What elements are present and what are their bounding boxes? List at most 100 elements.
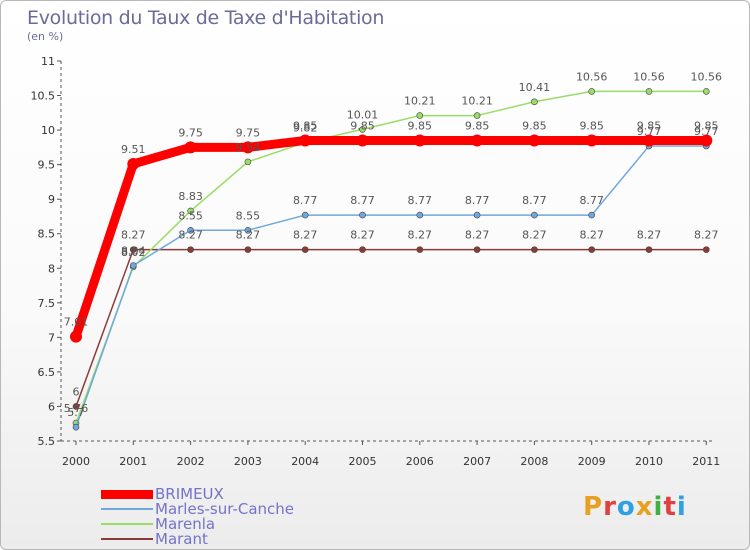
data-point: [473, 246, 481, 253]
legend-label: Marenla: [155, 515, 216, 533]
data-point: [244, 158, 252, 166]
x-tick-label: 2010: [635, 455, 663, 468]
proxiti-logo: Proxiti: [583, 492, 687, 522]
y-tick-label: 9: [48, 193, 55, 206]
data-label: 10.41: [519, 81, 551, 94]
y-tick-label: 9.5: [38, 159, 56, 172]
data-point: [70, 330, 82, 343]
data-label: 9.77: [694, 125, 719, 138]
y-tick-label: 7: [48, 331, 55, 344]
data-label: 10.01: [347, 108, 379, 121]
data-label: 9.51: [121, 143, 146, 156]
data-point: [471, 134, 484, 147]
data-point: [588, 246, 596, 253]
data-label: 8.77: [522, 194, 547, 207]
data-label: 8.27: [121, 229, 146, 242]
data-label: 8.27: [350, 229, 375, 242]
data-point: [301, 211, 309, 219]
data-label: 9.85: [293, 119, 318, 132]
data-point: [413, 134, 426, 147]
data-label: 7.01: [64, 316, 89, 329]
data-label: 9.85: [350, 119, 375, 132]
x-tick-label: 2002: [177, 455, 205, 468]
data-label: 8.27: [236, 229, 261, 242]
y-tick-label: 6.5: [38, 366, 56, 379]
series-line-marles-sur-canche: [75, 145, 708, 428]
data-label: 5.7: [67, 406, 85, 419]
data-point: [416, 211, 424, 219]
data-label: 8.55: [236, 209, 261, 222]
y-tick-label: 7.5: [38, 297, 56, 310]
data-point: [244, 226, 252, 234]
data-label: 8.27: [293, 229, 318, 242]
series-line-marant: [75, 248, 708, 408]
data-point: [130, 246, 137, 253]
data-label: 8.77: [408, 194, 433, 207]
data-label: 8.27: [408, 229, 433, 242]
data-point: [702, 246, 710, 253]
legend-label: BRIMEUX: [155, 485, 224, 503]
y-tick-label: 5.5: [38, 435, 56, 448]
data-point: [416, 246, 424, 253]
data-point: [359, 126, 366, 133]
data-label: 9.85: [522, 119, 547, 132]
data-point: [187, 207, 194, 215]
y-tick-label: 10: [41, 124, 55, 137]
data-label: 8.55: [178, 209, 203, 222]
data-point: [184, 141, 197, 154]
data-label: 9.75: [236, 126, 261, 139]
data-point: [241, 141, 254, 154]
data-point: [187, 226, 194, 234]
data-point: [359, 211, 366, 219]
data-point: [531, 211, 538, 219]
data-label: 9.75: [178, 126, 203, 139]
data-label: 8.77: [293, 194, 318, 207]
data-point: [702, 88, 710, 95]
data-label: 9.85: [694, 119, 719, 132]
data-point: [244, 246, 252, 253]
data-point: [127, 157, 140, 170]
data-label: 9.77: [637, 125, 662, 138]
data-label: 8.77: [350, 194, 375, 207]
data-label: 6: [73, 385, 80, 398]
data-label: 8.77: [465, 194, 490, 207]
data-point: [528, 134, 541, 147]
data-point: [588, 211, 596, 219]
legend-swatch: [101, 538, 153, 540]
data-label: 8.27: [637, 229, 662, 242]
data-label: 8.27: [522, 229, 547, 242]
data-point: [72, 423, 80, 431]
data-point: [531, 98, 538, 106]
data-point: [645, 246, 653, 253]
legend-swatch: [101, 523, 153, 525]
x-tick-label: 2001: [119, 455, 147, 468]
y-tick-label: 8.5: [38, 228, 56, 241]
y-tick-label: 6: [48, 400, 55, 413]
data-label: 8.27: [579, 229, 604, 242]
data-label: 10.21: [461, 95, 493, 108]
data-label: 10.56: [691, 70, 723, 83]
x-tick-label: 2009: [578, 455, 606, 468]
data-point: [299, 134, 312, 147]
data-point: [645, 88, 653, 95]
data-label: 8.02: [121, 246, 146, 259]
data-point: [585, 134, 598, 147]
data-label: 10.56: [576, 70, 608, 83]
data-label: 8.27: [178, 229, 203, 242]
x-tick-label: 2004: [291, 455, 319, 468]
y-tick-label: 8: [48, 262, 55, 275]
data-label: 9.85: [465, 119, 490, 132]
data-label: 8.83: [178, 190, 203, 203]
data-label: 5.76: [64, 402, 89, 415]
data-label: 9.85: [579, 119, 604, 132]
data-label: 10.56: [633, 70, 665, 83]
data-point: [531, 246, 538, 253]
x-tick-label: 2000: [62, 455, 90, 468]
data-point: [588, 88, 596, 95]
data-label: 9.85: [408, 119, 433, 132]
data-point: [473, 112, 481, 119]
chart-subtitle: (en %): [27, 30, 64, 43]
y-tick-label: 11: [41, 55, 55, 68]
